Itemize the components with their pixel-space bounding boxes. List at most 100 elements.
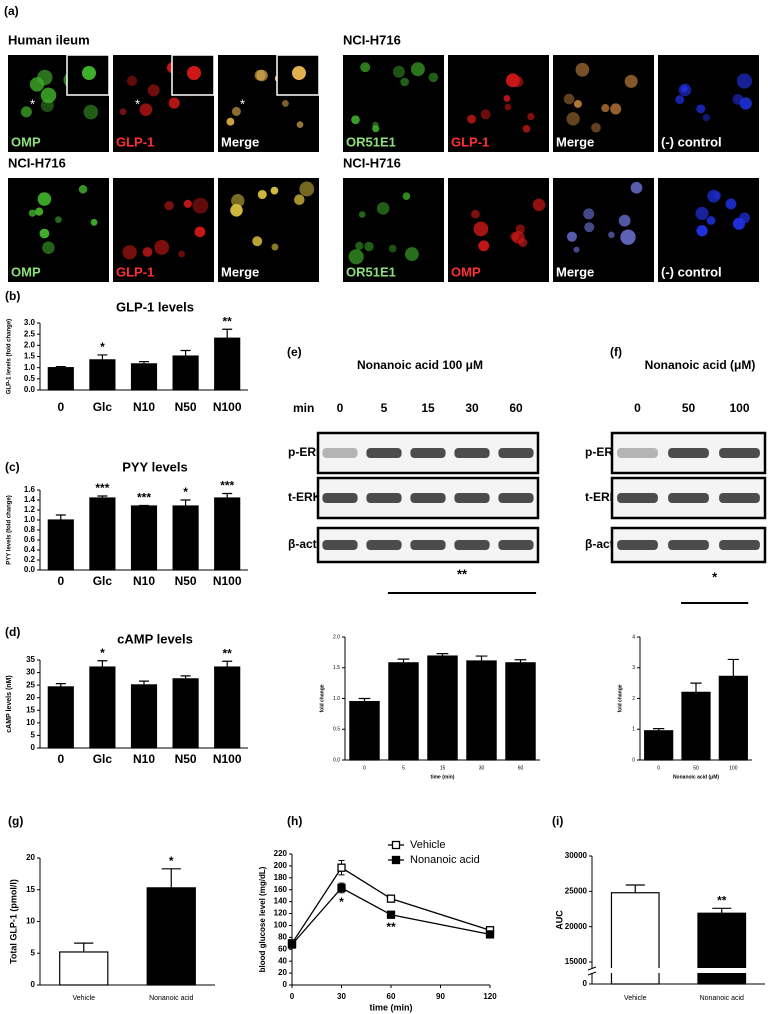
y-tick-label: 20 — [26, 693, 35, 702]
significance: ** — [386, 920, 396, 934]
x-tick-label: 0 — [57, 752, 64, 766]
error-bar — [222, 660, 233, 668]
cell — [348, 249, 364, 265]
cell — [473, 221, 489, 237]
y-tick-label: 120 — [274, 909, 288, 918]
x-tick-label: N100 — [213, 752, 242, 766]
row-label: t-ERK — [585, 490, 619, 504]
y-tick-label: 0.6 — [24, 535, 36, 544]
channel-label: Merge — [556, 134, 594, 149]
cell — [712, 191, 722, 200]
x-tick-label: Nonanoic acid — [700, 995, 744, 1002]
cell — [82, 66, 96, 80]
x-tick-label: 30 — [337, 992, 346, 1001]
bar — [59, 951, 109, 986]
channel-label: Merge — [221, 264, 259, 279]
channel-label: OR51E1 — [346, 264, 396, 279]
error-bar — [222, 492, 233, 498]
group-title: Human ileum — [8, 32, 90, 47]
cell — [503, 95, 511, 102]
cell — [78, 184, 88, 194]
cell — [257, 189, 267, 200]
panel-label: (h) — [287, 814, 302, 828]
lane-label: 30 — [465, 401, 479, 415]
cell — [226, 117, 235, 126]
cell — [591, 122, 601, 133]
group-title: NCI-H716 — [343, 155, 401, 170]
x-tick-label: 0 — [57, 400, 64, 414]
significance: * — [100, 646, 105, 660]
series-line — [291, 887, 491, 945]
panel-label: (e) — [287, 345, 302, 359]
band — [454, 493, 490, 503]
cell — [42, 241, 55, 255]
y-tick-label: 2.5 — [24, 329, 36, 338]
cell — [256, 69, 268, 82]
cell — [504, 103, 512, 111]
y-tick-label: 3.0 — [24, 318, 36, 327]
cell — [706, 216, 716, 225]
cell — [573, 246, 580, 253]
cell — [139, 103, 153, 116]
significance: *** — [137, 491, 151, 505]
band — [410, 540, 446, 550]
y-tick-label: 1.5 — [333, 665, 340, 671]
y-tick-label: 15000 — [565, 957, 588, 966]
x-tick-label: Glc — [93, 752, 113, 766]
cell — [164, 200, 174, 211]
cell — [40, 87, 57, 104]
cell — [608, 231, 615, 239]
cell — [83, 104, 99, 120]
y-tick-label: 1.5 — [24, 352, 36, 361]
error-bar — [358, 697, 371, 702]
x-tick-label: 60 — [387, 992, 396, 1001]
cell — [410, 62, 425, 77]
cell — [620, 229, 636, 245]
cell — [364, 241, 374, 252]
cell — [296, 121, 304, 128]
cell — [739, 97, 752, 110]
error-bar — [97, 354, 108, 360]
channel-label: GLP-1 — [451, 134, 489, 149]
band — [719, 448, 760, 458]
band — [322, 540, 358, 550]
bar — [47, 686, 74, 749]
y-tick-label: 0 — [283, 980, 288, 989]
error-bar — [514, 659, 527, 663]
error-bar — [55, 514, 66, 520]
error-bar — [727, 658, 739, 677]
cell — [187, 66, 201, 80]
cell — [675, 95, 685, 105]
bar — [130, 505, 158, 571]
significance: ** — [457, 566, 468, 581]
error-bar — [180, 349, 191, 357]
cell — [736, 73, 753, 89]
point — [386, 910, 396, 919]
x-tick-label: N50 — [175, 574, 197, 588]
x-axis-label: time (min) — [369, 1002, 412, 1012]
cell — [678, 83, 692, 97]
lane-label: 60 — [509, 401, 523, 415]
legend-marker — [391, 840, 401, 850]
channel-label: OR51E1 — [346, 134, 396, 149]
y-tick-label: 20 — [278, 968, 287, 977]
cell — [168, 97, 180, 109]
cell — [702, 113, 710, 122]
x-tick-label: N100 — [213, 574, 242, 588]
cell — [183, 199, 192, 208]
y-tick-label: 1.0 — [24, 515, 36, 524]
y-axis-label: blood glucose level (mg/dL) — [258, 866, 267, 972]
y-tick-label: 10 — [26, 718, 35, 727]
channel-label: GLP-1 — [116, 134, 154, 149]
x-tick-label: 0 — [290, 992, 295, 1001]
cell — [467, 114, 477, 124]
significance: *** — [220, 479, 234, 493]
marker: * — [240, 96, 245, 111]
y-tick-label: 0.0 — [24, 385, 36, 394]
chart-title: GLP-1 levels — [116, 299, 194, 314]
band — [454, 448, 490, 458]
bar — [47, 519, 74, 571]
y-tick-label: 0.8 — [24, 525, 36, 534]
